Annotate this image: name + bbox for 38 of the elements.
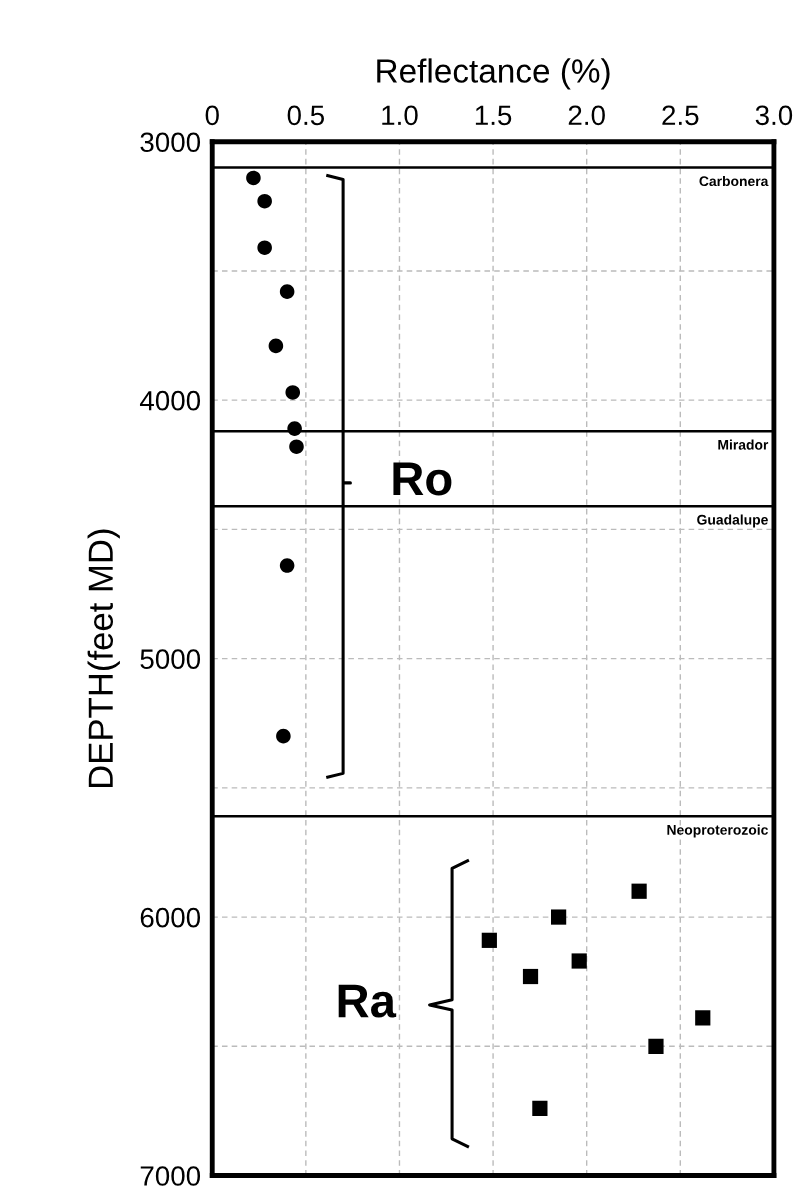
- x-tick-label: 0: [205, 105, 219, 126]
- point: [257, 240, 272, 255]
- annotation: Ra: [338, 984, 397, 1018]
- ref-line-label: Guadalupe: [697, 514, 768, 528]
- point: [246, 170, 261, 186]
- point: [257, 193, 272, 209]
- point: [285, 385, 301, 400]
- point: [279, 284, 295, 299]
- point: [551, 909, 567, 925]
- x-tick-label: 0.5: [287, 105, 324, 126]
- annotation: Ro: [393, 462, 452, 496]
- x-tick-label: 2.5: [662, 105, 699, 126]
- x-tick-label: 2.0: [568, 105, 605, 126]
- point: [268, 338, 284, 354]
- point: [481, 932, 497, 948]
- y-tick-label: 7000: [140, 1166, 201, 1186]
- ref-line-label: Carbonera: [699, 175, 769, 187]
- y-tick-label: 6000: [140, 907, 201, 928]
- point: [276, 728, 291, 744]
- point: [631, 883, 647, 899]
- point: [522, 968, 539, 985]
- ref-line-label: Mirador: [718, 439, 769, 450]
- y-tick-label: 3000: [140, 132, 201, 153]
- y-tick-label: 4000: [139, 390, 201, 411]
- point: [695, 1010, 711, 1026]
- point: [279, 558, 295, 573]
- x-tick-label: 3.0: [755, 105, 793, 126]
- point: [532, 1100, 548, 1116]
- point: [287, 421, 302, 436]
- x-axis-title: Reflectance (%): [377, 58, 610, 90]
- point: [571, 953, 587, 969]
- point: [289, 439, 304, 454]
- point: [648, 1038, 664, 1054]
- ref-line-label: Neoproterozoic: [667, 824, 768, 838]
- x-tick-label: 1.5: [475, 105, 512, 126]
- x-tick-label: 1.0: [382, 105, 418, 126]
- y-tick-label: 5000: [140, 649, 201, 669]
- y-axis-title: DEPTH(feet MD): [87, 529, 120, 787]
